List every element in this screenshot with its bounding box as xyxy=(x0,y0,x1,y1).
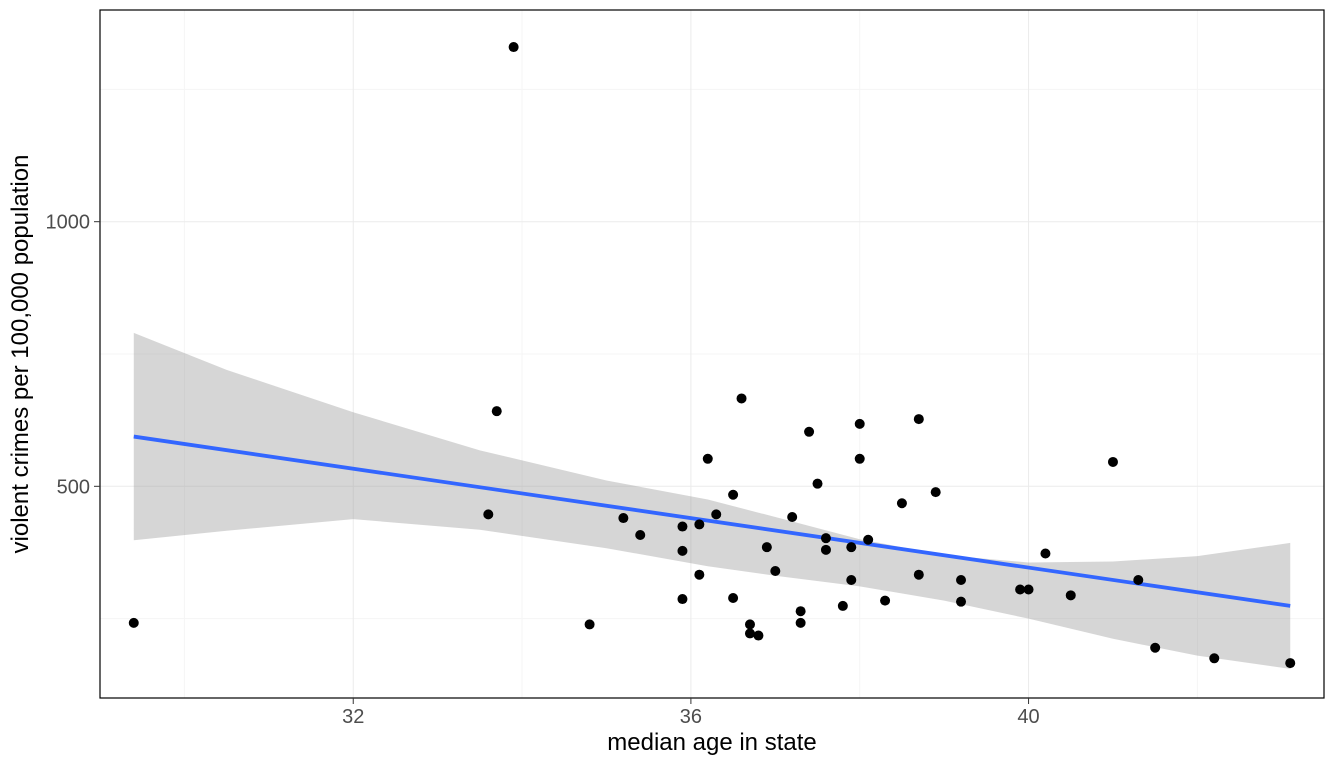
data-point xyxy=(863,535,873,545)
data-point xyxy=(880,596,890,606)
data-point xyxy=(796,606,806,616)
data-point xyxy=(813,479,823,489)
data-point xyxy=(745,619,755,629)
data-point xyxy=(694,519,704,529)
data-point xyxy=(838,601,848,611)
data-point xyxy=(618,513,628,523)
data-point xyxy=(855,419,865,429)
data-point xyxy=(585,619,595,629)
data-point xyxy=(855,454,865,464)
data-point xyxy=(821,545,831,555)
data-point xyxy=(1024,585,1034,595)
x-axis-title: median age in state xyxy=(607,729,816,756)
data-point xyxy=(770,566,780,576)
data-point xyxy=(129,618,139,628)
data-point xyxy=(635,530,645,540)
x-tick-label: 40 xyxy=(1017,706,1039,728)
data-point xyxy=(762,542,772,552)
data-point xyxy=(677,546,687,556)
data-point xyxy=(1285,658,1295,668)
data-point xyxy=(728,593,738,603)
y-tick-label: 1000 xyxy=(46,212,91,234)
scatter-chart: 32 36 40 500 1000 median age in state violent … xyxy=(0,0,1344,768)
data-point xyxy=(1108,457,1118,467)
data-point xyxy=(1040,549,1050,559)
data-point xyxy=(914,414,924,424)
data-point xyxy=(728,490,738,500)
data-point xyxy=(914,570,924,580)
data-point xyxy=(694,570,704,580)
data-point xyxy=(846,542,856,552)
x-tick-label: 32 xyxy=(342,706,364,728)
data-point xyxy=(1133,575,1143,585)
data-point xyxy=(897,498,907,508)
data-point xyxy=(509,42,519,52)
data-point xyxy=(745,628,755,638)
data-point xyxy=(1150,643,1160,653)
data-point xyxy=(787,512,797,522)
y-tick-label: 500 xyxy=(57,476,90,498)
data-point xyxy=(483,509,493,519)
y-axis-title: violent crimes per 100,000 population xyxy=(7,155,34,554)
data-point xyxy=(753,631,763,641)
data-point xyxy=(1209,653,1219,663)
data-point xyxy=(677,594,687,604)
data-point xyxy=(846,575,856,585)
data-point xyxy=(711,509,721,519)
chart-svg: 32 36 40 500 1000 median age in state violent … xyxy=(0,0,1344,768)
data-point xyxy=(677,522,687,532)
data-point xyxy=(931,487,941,497)
data-point xyxy=(821,533,831,543)
data-point xyxy=(796,618,806,628)
data-point xyxy=(956,597,966,607)
x-tick-label: 36 xyxy=(680,706,702,728)
data-point xyxy=(737,393,747,403)
data-point xyxy=(492,406,502,416)
data-point xyxy=(956,575,966,585)
data-point xyxy=(1066,590,1076,600)
data-point xyxy=(804,427,814,437)
data-point xyxy=(703,454,713,464)
